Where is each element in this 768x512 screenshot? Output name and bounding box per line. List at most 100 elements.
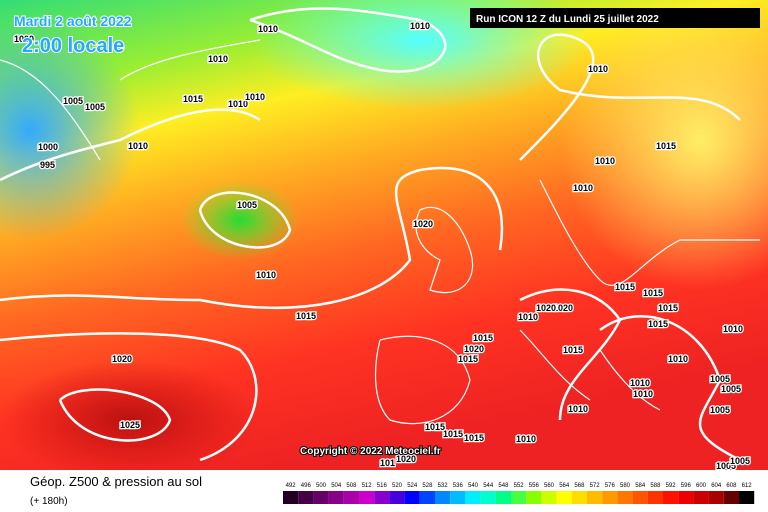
color-scale: 492 496 500 504 508 512 516 520 524 528 532 536 540 5… [283, 483, 755, 504]
isobar-label: 1010 [633, 389, 653, 399]
isobar-label: 995 [40, 160, 55, 170]
scale-swatch [313, 491, 329, 504]
scale-swatch [389, 491, 405, 504]
scale-swatch [617, 491, 633, 504]
isobar-label: 1015 [656, 141, 676, 151]
isobar-label: 1020 [396, 454, 416, 464]
scale-label: 512 [362, 483, 373, 489]
local-time: 2:00 locale [22, 35, 124, 57]
isobar-label: 1010 [128, 141, 148, 151]
scale-label: 532 [438, 483, 449, 489]
scale-swatch [374, 491, 390, 504]
scale-label: 612 [742, 483, 753, 489]
isobar-label: 1020 [413, 219, 433, 229]
isobar-label: 1015 [658, 303, 678, 313]
scale-swatch [647, 491, 663, 504]
scale-swatch [465, 491, 481, 504]
scale-swatch [328, 491, 344, 504]
isobar-label: 1010 [568, 404, 588, 414]
scale-label: 580 [620, 483, 631, 489]
scale-label: 504 [331, 483, 342, 489]
isobar-label: 1010 [256, 270, 276, 280]
scale-label: 560 [544, 483, 555, 489]
isobar-label: 1005 [237, 200, 257, 210]
isobar-label: 1015 [425, 422, 445, 432]
scale-swatch [587, 491, 603, 504]
scale-swatch [739, 491, 755, 504]
isobar-label: 1015 [183, 94, 203, 104]
isobar-label: 1015 [643, 288, 663, 298]
scale-label: 552 [514, 483, 525, 489]
scale-swatch [283, 491, 299, 504]
scale-label: 540 [468, 483, 479, 489]
scale-label: 496 [301, 483, 312, 489]
scale-swatch [602, 491, 618, 504]
scale-label: 544 [483, 483, 494, 489]
scale-label: 508 [346, 483, 357, 489]
scale-label: 556 [529, 483, 540, 489]
scale-label: 608 [726, 483, 737, 489]
copyright: Copyright © 2022 Meteociel.fr [300, 446, 441, 457]
isobar-label: 1010 [518, 312, 538, 322]
footer-title: Géop. Z500 & pression au sol [30, 474, 202, 489]
header: Mardi 2 août 2022 2:00 locale Run ICON 1… [13, 8, 760, 58]
scale-label: 592 [666, 483, 677, 489]
scale-label: 536 [453, 483, 464, 489]
isobar-label: 1005 [710, 374, 730, 384]
scale-swatch [359, 491, 375, 504]
isobar-label: 1010 [208, 54, 228, 64]
isobar-label: 1015 [615, 282, 635, 292]
run-box [470, 8, 760, 28]
scale-label: 588 [650, 483, 661, 489]
isobar-label: 1015 [563, 345, 583, 355]
scale-swatch [571, 491, 587, 504]
isobar-label: 1015 [464, 433, 484, 443]
scale-swatch [708, 491, 724, 504]
isobar-label: 1015 [473, 333, 493, 343]
isobar-label: 1025 [120, 420, 140, 430]
scale-swatch [678, 491, 694, 504]
isobar-label: 1010 [573, 183, 593, 193]
scale-swatch [435, 491, 451, 504]
scale-swatch [404, 491, 420, 504]
scale-label: 568 [574, 483, 585, 489]
scale-label: 584 [635, 483, 646, 489]
scale-label: 576 [605, 483, 616, 489]
scale-label: 604 [711, 483, 722, 489]
lead-time: (+ 180h) [30, 496, 68, 507]
isobar-label: 1010 [723, 324, 743, 334]
isobar-label: 1010 [630, 378, 650, 388]
isobar-label: 101 [380, 458, 395, 468]
scale-label: 520 [392, 483, 403, 489]
scale-label: 500 [316, 483, 327, 489]
isobar-label: 1010 [588, 64, 608, 74]
scale-label: 572 [590, 483, 601, 489]
isobar-label: 1020 [112, 354, 132, 364]
isobar-label: 1015 [458, 354, 478, 364]
isobar-label: 1010 [228, 99, 248, 109]
scale-swatch [556, 491, 572, 504]
scale-swatch [632, 491, 648, 504]
scale-label: 596 [681, 483, 692, 489]
scale-label: 528 [422, 483, 433, 489]
run-info: Run ICON 12 Z du Lundi 25 juillet 2022 [476, 14, 659, 25]
date: Mardi 2 août 2022 [14, 13, 132, 29]
scale-label: 600 [696, 483, 707, 489]
scale-swatch [298, 491, 314, 504]
isobar-label: 1005 [721, 384, 741, 394]
isobar-label: 1010 [410, 21, 430, 31]
isobar-label: 1015 [648, 319, 668, 329]
scale-swatch [511, 491, 527, 504]
scale-label: 492 [286, 483, 297, 489]
isobar-label: 1020 [464, 344, 484, 354]
scale-swatch [343, 491, 359, 504]
scale-label: 564 [559, 483, 570, 489]
isobar-label: 1015 [296, 311, 316, 321]
isobar-label: 1020 [536, 303, 556, 313]
isobar-label: 1005 [63, 96, 83, 106]
isobar-label: 1005 [85, 102, 105, 112]
scale-swatch [495, 491, 511, 504]
scale-swatch [541, 491, 557, 504]
